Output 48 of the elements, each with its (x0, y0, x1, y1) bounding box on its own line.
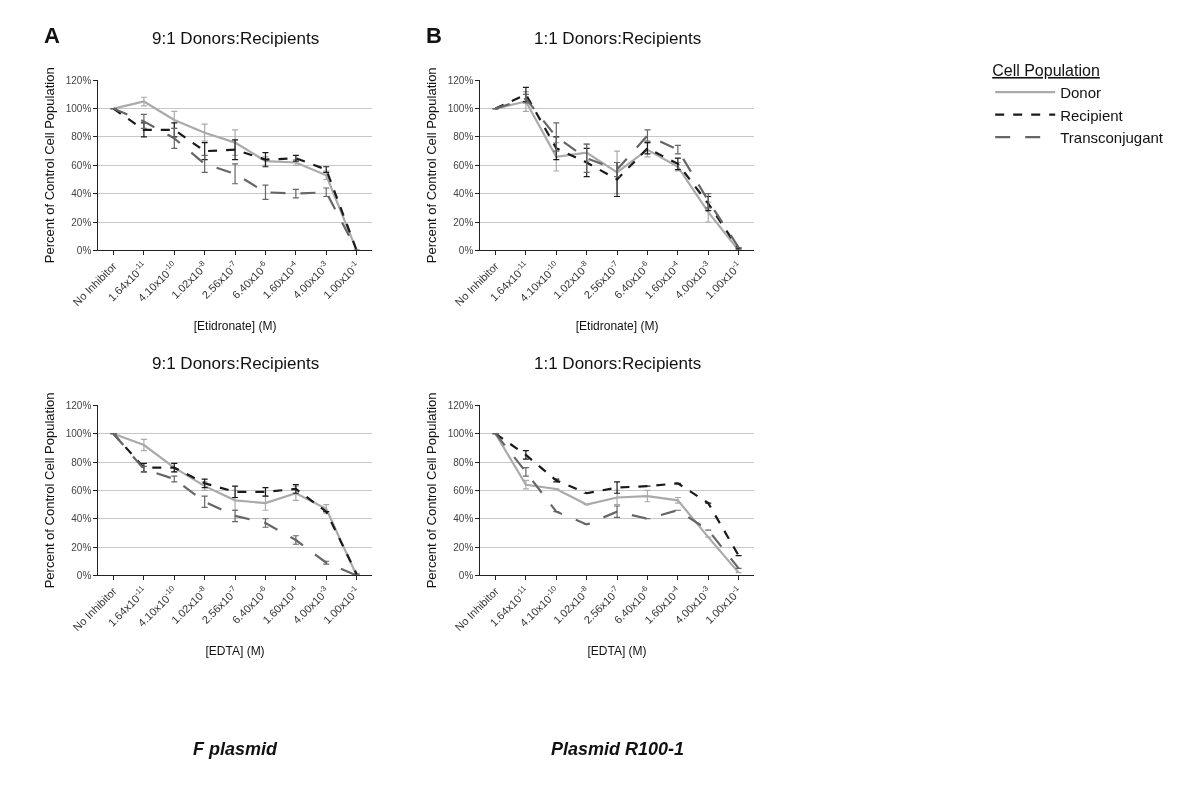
y-tick-label: 40% (71, 188, 92, 200)
y-tick-label: 20% (71, 541, 92, 553)
y-tick-label: 0% (76, 569, 92, 581)
y-tick-label: 80% (453, 131, 474, 143)
y-tick-label: 120% (447, 74, 474, 86)
y-axis-title: Percent of Control Cell Population (423, 392, 439, 589)
y-tick-label: 120% (447, 399, 474, 411)
x-axis-title: [EDTA] (M) (587, 644, 647, 659)
legend-label: Donor (1060, 84, 1102, 102)
y-tick-label: 120% (65, 74, 92, 86)
y-tick-label: 80% (453, 456, 474, 468)
y-tick-label: 100% (65, 428, 92, 440)
y-axis-title: Percent of Control Cell Population (41, 392, 57, 589)
chart-title: 1:1 Donors:Recipients (534, 29, 702, 48)
y-tick-label: 20% (453, 541, 474, 553)
text: Plasmid R100-1 (551, 739, 685, 759)
x-axis-title: [EDTA] (M) (205, 644, 265, 659)
y-tick-label: 80% (71, 456, 92, 468)
y-axis-title: Percent of Control Cell Population (423, 67, 439, 264)
chart-title: 9:1 Donors:Recipients (152, 29, 320, 48)
y-tick-label: 60% (71, 484, 92, 496)
text: B (426, 23, 442, 48)
legend-label: Recipient (1060, 106, 1124, 124)
x-axis-title: [Etidronate] (M) (575, 319, 659, 334)
legend-title: Cell Population (992, 61, 1100, 79)
chart-title: 1:1 Donors:Recipients (534, 354, 702, 373)
y-tick-label: 20% (71, 216, 92, 228)
legend-label: Transconjugant (1060, 129, 1164, 147)
y-tick-label: 100% (447, 103, 474, 115)
y-tick-label: 60% (453, 159, 474, 171)
y-tick-label: 100% (447, 428, 474, 440)
y-tick-label: 100% (65, 103, 92, 115)
chart-title: 9:1 Donors:Recipients (152, 354, 320, 373)
text: A (44, 23, 60, 48)
y-tick-label: 120% (65, 399, 92, 411)
y-tick-label: 40% (71, 513, 92, 525)
y-tick-label: 0% (458, 244, 474, 256)
y-tick-label: 40% (453, 188, 474, 200)
y-tick-label: 0% (76, 244, 92, 256)
y-tick-label: 0% (458, 569, 474, 581)
y-tick-label: 40% (453, 513, 474, 525)
x-axis-title: [Etidronate] (M) (193, 319, 277, 334)
y-tick-label: 20% (453, 216, 474, 228)
y-tick-label: 60% (453, 484, 474, 496)
y-tick-label: 60% (71, 159, 92, 171)
text: F plasmid (193, 739, 279, 759)
y-tick-label: 80% (71, 131, 92, 143)
y-axis-title: Percent of Control Cell Population (41, 67, 57, 264)
